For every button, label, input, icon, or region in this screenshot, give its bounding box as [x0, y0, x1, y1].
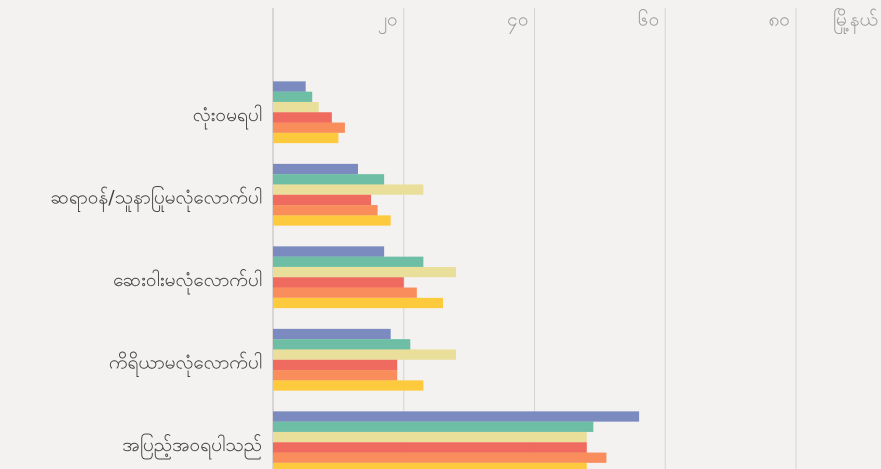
bar: [273, 112, 332, 123]
y-tick-label: အပြည့်အဝရပါသည်: [122, 432, 262, 460]
bar: [273, 442, 587, 453]
x-tick-label: ၄၀: [507, 9, 528, 35]
bar: [273, 163, 358, 175]
bar: [273, 297, 443, 309]
bar: [273, 328, 391, 340]
bar: [273, 431, 587, 443]
bar: [273, 370, 398, 381]
bar: [273, 256, 424, 267]
bar: [273, 421, 594, 432]
bar: [273, 194, 372, 206]
bar: [273, 101, 319, 113]
bar: [273, 349, 457, 360]
x-tick-label: ၈၀: [768, 9, 790, 31]
y-tick-label: လုံးဝမရပါ: [193, 103, 262, 130]
bar: [273, 81, 306, 92]
x-tick-label: ၆၀: [638, 8, 659, 31]
bar: [273, 462, 587, 469]
bar: [273, 380, 424, 391]
y-tick-label: ဆေးဝါးမလုံလောက်ပါ: [113, 268, 262, 295]
bar: [273, 122, 345, 133]
bar: [273, 287, 417, 298]
bar: [273, 174, 385, 185]
bar: [273, 339, 411, 350]
bar: [273, 215, 391, 226]
x-axis-label: မြို့နယ်: [833, 7, 878, 35]
x-tick-label: ၂၀: [378, 9, 398, 35]
y-tick-label: ဆရာဝန်/သူနာပြုမလုံလောက်ပါ: [51, 184, 262, 212]
bar: [273, 246, 385, 257]
bar: [273, 277, 404, 288]
y-tick-label: ကိရိယာမလုံလောက်ပါ: [109, 350, 262, 377]
bar: [273, 452, 607, 463]
bar: [273, 91, 313, 102]
bar: [273, 359, 398, 371]
bar: [273, 411, 640, 422]
bar: [273, 132, 339, 144]
bar: [273, 184, 424, 195]
bar: [273, 266, 457, 278]
bar: [273, 205, 378, 216]
